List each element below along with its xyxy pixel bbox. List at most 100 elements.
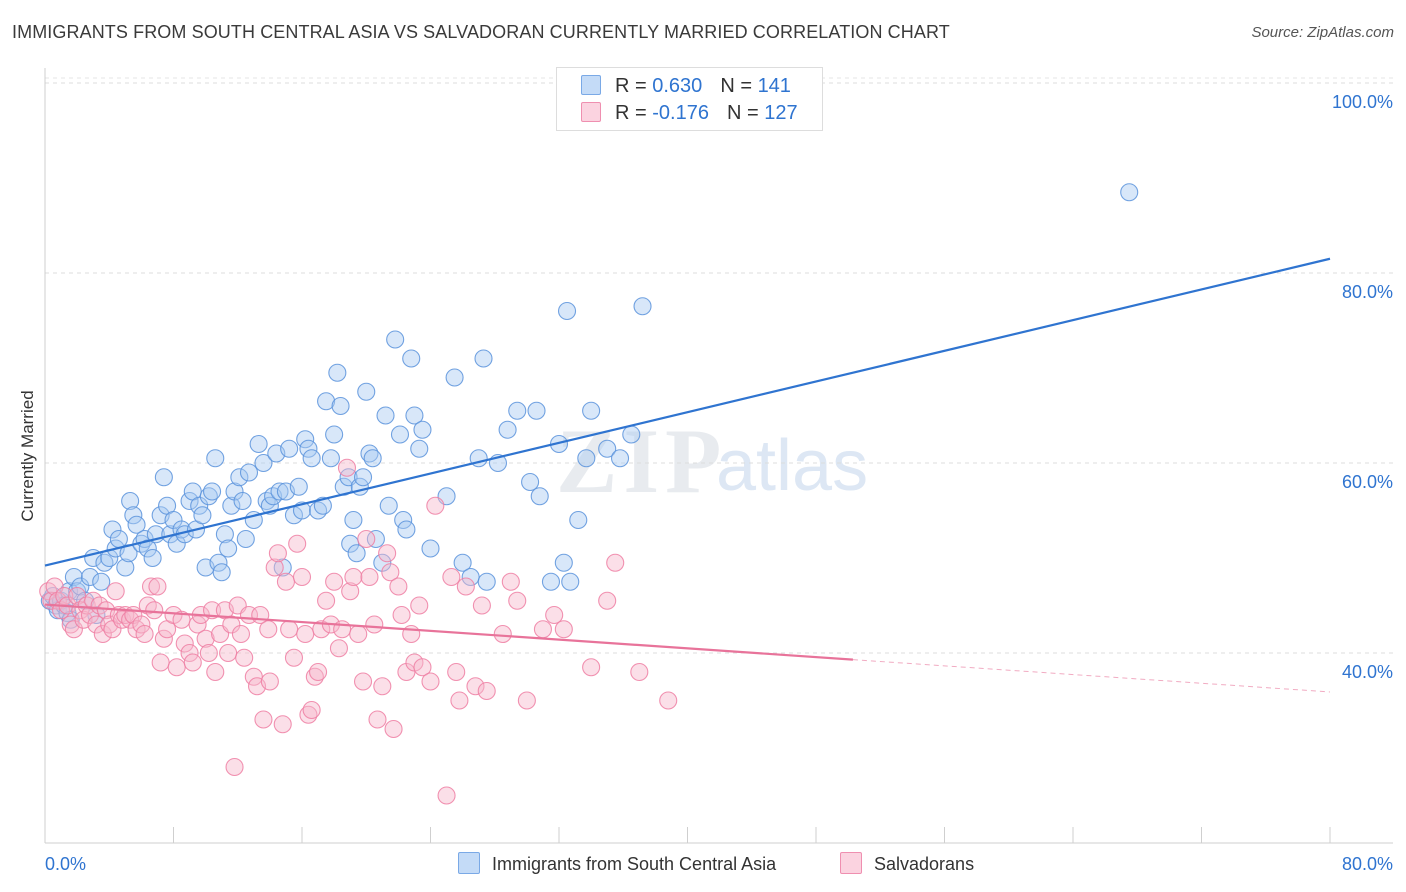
data-point bbox=[347, 544, 366, 563]
data-point bbox=[284, 648, 304, 667]
data-point bbox=[501, 572, 520, 591]
legend-swatch-pink bbox=[581, 102, 601, 122]
data-point bbox=[325, 572, 344, 591]
data-point bbox=[477, 681, 496, 701]
legend-n-value: 141 bbox=[757, 75, 791, 97]
trend-lines bbox=[44, 257, 1331, 693]
legend-row-south-central-asia: R = 0.630 N = 141 bbox=[581, 75, 791, 99]
data-point bbox=[64, 620, 83, 639]
trend-line bbox=[44, 257, 1331, 567]
data-point bbox=[206, 449, 225, 468]
data-point bbox=[397, 520, 416, 539]
legend-r-value: 0.630 bbox=[652, 75, 703, 97]
data-point bbox=[292, 567, 312, 587]
data-point bbox=[384, 719, 403, 739]
legend-r-label: R = bbox=[615, 75, 647, 97]
data-point bbox=[498, 420, 517, 439]
data-point bbox=[337, 458, 357, 477]
data-point bbox=[474, 349, 493, 368]
data-point bbox=[577, 449, 596, 468]
data-point bbox=[366, 529, 385, 549]
data-point bbox=[493, 624, 512, 644]
data-point bbox=[260, 672, 279, 691]
data-point bbox=[280, 439, 299, 458]
data-point bbox=[259, 620, 278, 639]
data-point bbox=[598, 439, 617, 458]
data-point bbox=[141, 577, 161, 596]
legend-n-label: N = bbox=[720, 75, 752, 97]
data-point bbox=[236, 529, 255, 549]
data-point bbox=[317, 591, 336, 610]
data-point bbox=[630, 662, 649, 682]
data-point bbox=[329, 639, 348, 658]
data-point bbox=[378, 544, 397, 563]
data-point bbox=[268, 544, 287, 563]
data-point bbox=[254, 710, 273, 729]
data-point bbox=[321, 449, 340, 468]
data-point bbox=[103, 520, 122, 539]
data-point bbox=[154, 468, 173, 487]
data-point bbox=[533, 620, 552, 639]
data-point bbox=[582, 658, 601, 677]
data-point bbox=[296, 624, 315, 644]
data-point bbox=[450, 691, 469, 710]
data-point bbox=[582, 401, 601, 420]
data-point bbox=[180, 491, 199, 511]
bottom-legend-south-central-asia: Immigrants from South Central Asia bbox=[458, 852, 776, 875]
data-point bbox=[55, 586, 74, 606]
data-point bbox=[106, 582, 125, 601]
data-point bbox=[392, 605, 411, 625]
data-point bbox=[606, 553, 625, 572]
data-point bbox=[376, 406, 395, 425]
data-point bbox=[80, 567, 100, 587]
data-point bbox=[219, 539, 238, 558]
data-point bbox=[180, 643, 199, 663]
data-point bbox=[1120, 183, 1139, 202]
data-point bbox=[557, 301, 577, 321]
data-point bbox=[199, 487, 218, 506]
data-point bbox=[410, 439, 429, 458]
data-point bbox=[209, 553, 228, 572]
data-point bbox=[193, 506, 212, 525]
data-point bbox=[373, 677, 392, 696]
y-tick-label: 80.0% bbox=[1342, 282, 1393, 302]
data-point bbox=[309, 662, 328, 682]
data-point bbox=[212, 563, 231, 582]
data-point bbox=[410, 596, 429, 615]
data-point bbox=[360, 567, 379, 587]
data-point bbox=[381, 563, 400, 582]
data-point bbox=[92, 572, 111, 591]
data-point bbox=[453, 553, 472, 572]
x-tick-label: 80.0% bbox=[1342, 854, 1393, 874]
x-tick-label: 0.0% bbox=[45, 854, 86, 874]
data-point bbox=[421, 672, 440, 691]
stats-legend: R = 0.630 N = 141 R = -0.176 N = 127 bbox=[556, 67, 823, 131]
chart-title: IMMIGRANTS FROM SOUTH CENTRAL ASIA VS SA… bbox=[12, 22, 950, 42]
data-point bbox=[341, 582, 360, 601]
data-point bbox=[472, 596, 491, 615]
data-point bbox=[265, 558, 284, 577]
data-point bbox=[143, 548, 162, 568]
data-point bbox=[222, 615, 241, 634]
data-point bbox=[325, 425, 344, 444]
data-point bbox=[299, 705, 318, 724]
axes bbox=[44, 68, 1393, 844]
data-point bbox=[124, 506, 143, 525]
legend-row-salvadorans: R = -0.176 N = 127 bbox=[581, 102, 798, 126]
data-point bbox=[222, 496, 241, 515]
data-point bbox=[344, 510, 363, 530]
data-point bbox=[61, 610, 80, 629]
data-point bbox=[379, 496, 398, 515]
data-point bbox=[127, 515, 146, 534]
data-point bbox=[151, 653, 170, 672]
data-point bbox=[437, 786, 456, 805]
data-point bbox=[239, 463, 259, 482]
data-point bbox=[312, 620, 331, 639]
data-point bbox=[390, 425, 410, 444]
data-point bbox=[389, 577, 408, 596]
legend-n-label: N = bbox=[726, 102, 759, 124]
data-point bbox=[598, 591, 617, 610]
data-point bbox=[349, 624, 368, 644]
data-point bbox=[235, 648, 254, 667]
data-point bbox=[196, 629, 215, 648]
